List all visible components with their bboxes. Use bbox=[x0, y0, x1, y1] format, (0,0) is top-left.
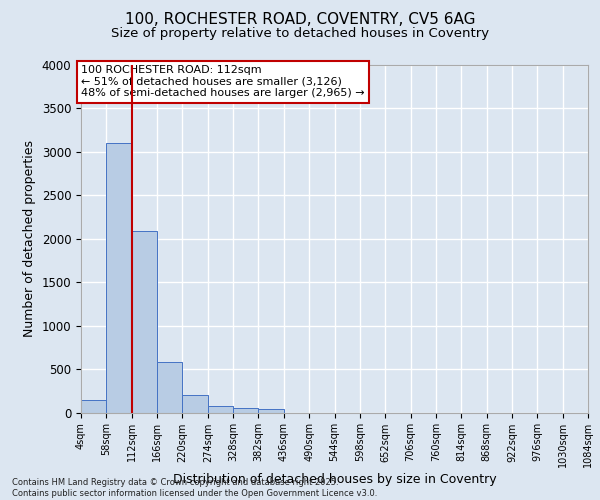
X-axis label: Distribution of detached houses by size in Coventry: Distribution of detached houses by size … bbox=[173, 473, 496, 486]
Text: 100 ROCHESTER ROAD: 112sqm
← 51% of detached houses are smaller (3,126)
48% of s: 100 ROCHESTER ROAD: 112sqm ← 51% of deta… bbox=[81, 65, 365, 98]
Bar bbox=[182, 395, 208, 412]
Bar bbox=[233, 408, 259, 412]
Text: 100, ROCHESTER ROAD, COVENTRY, CV5 6AG: 100, ROCHESTER ROAD, COVENTRY, CV5 6AG bbox=[125, 12, 475, 28]
Bar bbox=[81, 400, 106, 412]
Text: Size of property relative to detached houses in Coventry: Size of property relative to detached ho… bbox=[111, 28, 489, 40]
Bar bbox=[132, 231, 157, 412]
Bar bbox=[259, 408, 284, 412]
Y-axis label: Number of detached properties: Number of detached properties bbox=[23, 140, 36, 337]
Bar bbox=[157, 362, 182, 412]
Text: Contains HM Land Registry data © Crown copyright and database right 2025.
Contai: Contains HM Land Registry data © Crown c… bbox=[12, 478, 377, 498]
Bar bbox=[208, 406, 233, 412]
Bar bbox=[106, 143, 132, 412]
